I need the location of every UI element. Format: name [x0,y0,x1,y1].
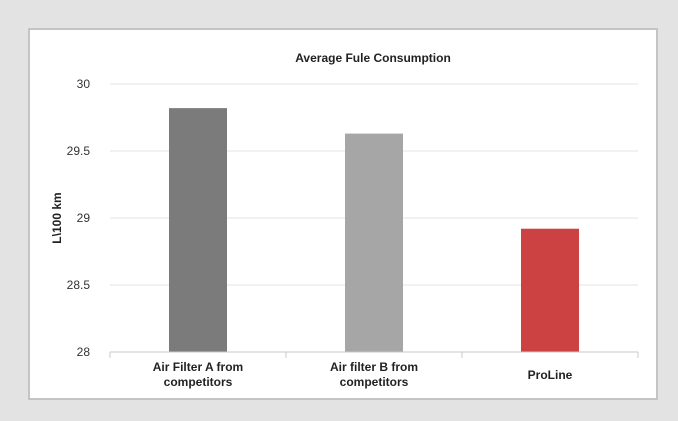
bar [169,108,227,353]
chart-frame: Average Fule Consumption L\100 km 28 28.5… [28,28,658,400]
bar [521,228,579,352]
category-label: Air Filter A from competitors [153,360,243,389]
bar [345,133,403,352]
y-tick-label: 28.5 [67,278,91,292]
category-labels: Air Filter A from competitors Air filter B… [153,360,573,389]
y-tick-label: 29.5 [67,144,91,158]
y-axis-title: L\100 km [50,192,64,243]
y-axis-ticks: 28 28.5 29 29.5 30 [67,77,91,359]
y-tick-label: 29 [77,211,91,225]
category-label: ProLine [528,368,573,382]
category-label: Air filter B from competitors [330,360,418,389]
bar-chart: Average Fule Consumption L\100 km 28 28.5… [50,51,639,389]
bars [169,108,579,353]
x-axis [109,351,639,358]
y-tick-label: 28 [77,345,91,359]
y-tick-label: 30 [77,77,91,91]
chart-title: Average Fule Consumption [295,51,451,65]
